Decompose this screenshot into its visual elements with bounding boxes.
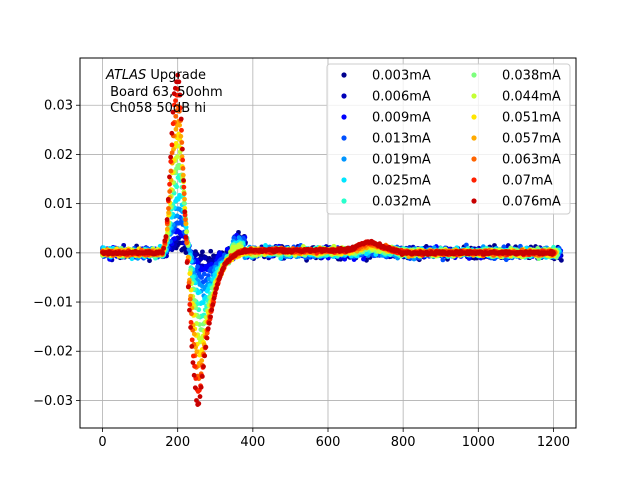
data-point <box>180 172 186 178</box>
data-point <box>186 280 192 286</box>
data-point <box>168 159 174 165</box>
data-point <box>191 331 197 337</box>
data-point <box>181 184 187 190</box>
data-point <box>205 273 211 278</box>
data-point <box>187 271 193 277</box>
data-point <box>183 217 188 223</box>
data-point <box>177 122 183 128</box>
data-point <box>189 311 194 317</box>
data-point <box>202 255 208 261</box>
data-point <box>200 249 205 255</box>
data-point <box>167 181 172 187</box>
data-point <box>178 133 184 139</box>
data-point <box>342 256 348 262</box>
data-point <box>180 157 186 163</box>
data-point <box>166 206 171 211</box>
data-point <box>182 196 187 202</box>
data-point <box>501 244 507 250</box>
data-point <box>172 236 178 241</box>
data-point <box>192 252 198 258</box>
data-point <box>199 358 205 363</box>
data-point <box>198 256 204 262</box>
data-points <box>100 72 564 407</box>
data-point <box>173 126 179 132</box>
data-point <box>174 213 180 219</box>
data-point <box>201 271 207 277</box>
data-point <box>199 275 205 280</box>
data-point <box>187 296 193 302</box>
data-point <box>177 105 183 111</box>
data-point <box>182 205 188 211</box>
data-point <box>170 121 176 127</box>
data-point <box>195 260 201 266</box>
data-point <box>173 140 179 146</box>
data-point <box>183 221 189 226</box>
data-point <box>200 300 206 306</box>
data-point <box>181 200 187 206</box>
data-point <box>191 353 196 359</box>
data-point <box>189 337 195 343</box>
data-point <box>188 287 194 293</box>
data-point <box>167 189 173 194</box>
data-point <box>180 166 186 171</box>
data-point <box>192 363 197 369</box>
data-point <box>179 140 185 145</box>
data-point <box>194 349 200 355</box>
data-point <box>503 257 509 263</box>
data-point <box>188 319 194 325</box>
data-point <box>174 184 180 190</box>
data-point <box>175 154 180 159</box>
data-point <box>173 98 178 103</box>
data-point <box>440 257 446 263</box>
data-point <box>196 289 202 295</box>
data-point <box>164 226 170 232</box>
data-point <box>147 258 152 264</box>
data-point <box>169 150 175 156</box>
data-point <box>195 264 200 270</box>
data-point <box>169 142 175 148</box>
data-point <box>181 191 187 197</box>
data-point <box>184 229 189 235</box>
data-point <box>263 243 268 248</box>
data-point <box>171 102 177 108</box>
data-point <box>179 127 184 133</box>
data-point <box>238 244 244 250</box>
data-point <box>184 240 190 246</box>
data-point <box>208 248 214 254</box>
data-point <box>168 168 174 174</box>
data-point <box>173 113 179 119</box>
data-point <box>185 254 191 260</box>
data-point <box>166 210 171 216</box>
data-point <box>187 302 193 307</box>
